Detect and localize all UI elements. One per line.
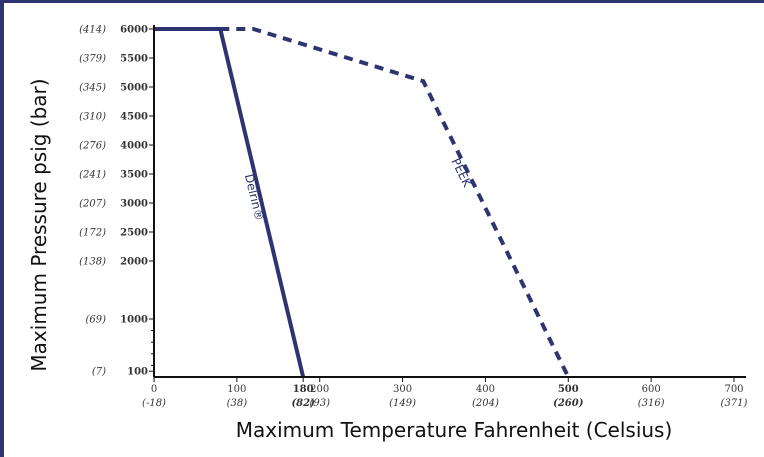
- y-tick-label-psig: 5000: [120, 83, 148, 94]
- y-tick-label-bar: (310): [79, 112, 106, 123]
- x-tick-label-fahrenheit: 100: [227, 384, 246, 395]
- series-layer: Delrin® PEEK: [154, 27, 571, 378]
- y-tick-label-psig: 3000: [120, 199, 148, 210]
- y-tick-label-bar: (172): [79, 228, 106, 239]
- y-axis-ticks: 6000 (414) 5500 (379) 5000 (345) 4500 (310) 4000…: [79, 25, 154, 378]
- y-tick-label-psig: 5500: [120, 54, 148, 65]
- x-tick-label-fahrenheit: 200: [310, 384, 329, 395]
- x-tick-label-fahrenheit: 300: [393, 384, 412, 395]
- series-label-delrin: Delrin®: [242, 173, 267, 223]
- x-tick-label-celsius: (316): [638, 398, 665, 409]
- y-axis-title: Maximum Pressure psig (bar): [27, 78, 51, 371]
- y-tick-label-bar: (345): [79, 83, 106, 94]
- y-tick-label-psig: 1000: [120, 315, 148, 326]
- pressure-temperature-chart: 6000(414)5500(379)5000(345)4500(310)4000…: [27, 25, 748, 443]
- x-tick-label-fahrenheit: 180: [293, 384, 314, 395]
- x-axis-title: Maximum Temperature Fahrenheit (Celsius): [236, 418, 673, 442]
- x-tick-label-fahrenheit: 700: [724, 384, 743, 395]
- x-tick-label-celsius: (260): [553, 398, 584, 409]
- y-tick-label-bar: (414): [79, 25, 106, 36]
- x-tick-label-fahrenheit: 500: [558, 384, 579, 395]
- x-tick-label-celsius: (371): [721, 398, 748, 409]
- y-tick-label-bar: (379): [79, 54, 106, 65]
- y-tick-label-psig: 3500: [120, 170, 148, 181]
- y-tick-label-psig: 6000: [120, 25, 148, 36]
- x-tick-label-celsius: (149): [389, 398, 416, 409]
- y-tick-label-bar: (7): [92, 367, 106, 378]
- series-line-delrin: [154, 27, 306, 378]
- x-tick-label-celsius: (204): [472, 398, 499, 409]
- series-label-peek: PEEK: [448, 156, 474, 190]
- x-tick-label-celsius: (93): [309, 398, 330, 409]
- x-tick-label-fahrenheit: 0: [151, 384, 157, 395]
- x-tick-label-celsius: (82): [291, 398, 315, 409]
- y-tick-label-psig: 4500: [120, 112, 148, 123]
- y-tick-label-psig: 2500: [120, 228, 148, 239]
- y-tick-label-psig: 4000: [120, 141, 148, 152]
- y-tick-label-psig: 100: [127, 367, 148, 378]
- x-axis-ticks: 0 (-18) 100 (38) 180 (82) 200 (93) 300 (149) 400 (2…: [142, 377, 748, 409]
- y-tick-label-bar: (207): [79, 199, 106, 210]
- y-tick-label-bar: (276): [79, 141, 106, 152]
- x-tick-label-celsius: (38): [227, 398, 248, 409]
- x-tick-label-celsius: (-18): [142, 398, 166, 409]
- y-tick-label-bar: (241): [79, 170, 106, 181]
- y-tick-label-bar: (69): [85, 315, 106, 326]
- series-line-peek: [220, 27, 571, 378]
- y-tick-label-psig: 2000: [120, 257, 148, 268]
- y-tick-label-bar: (138): [79, 257, 106, 268]
- x-tick-label-fahrenheit: 600: [642, 384, 661, 395]
- x-tick-label-fahrenheit: 400: [476, 384, 495, 395]
